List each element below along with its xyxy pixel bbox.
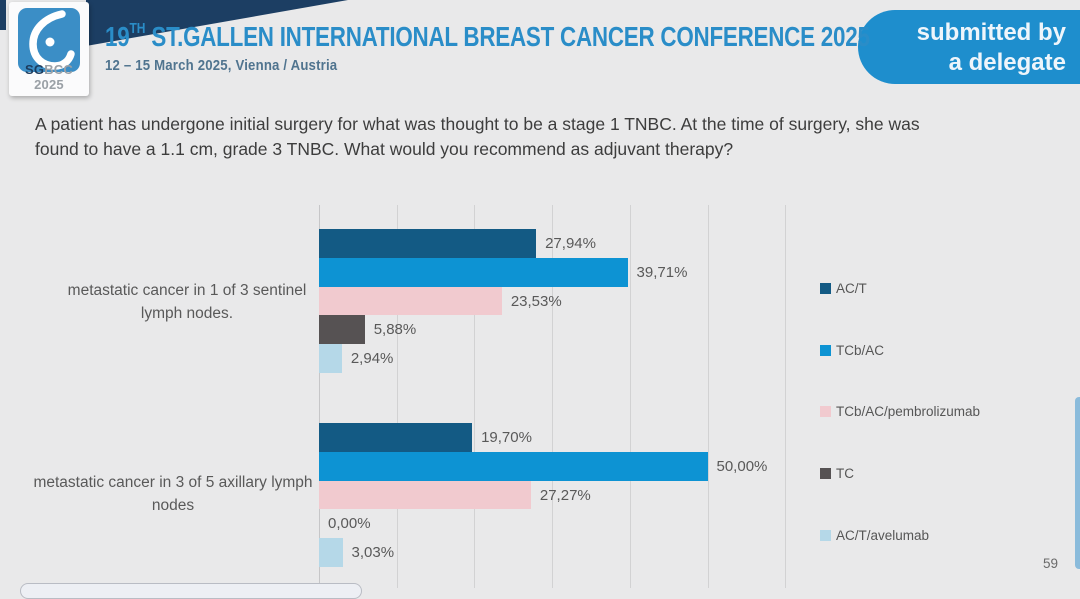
bar-tcb-ac-pembrolizumab — [319, 480, 531, 510]
bar-ac-t — [319, 423, 473, 452]
y-axis-line — [319, 205, 320, 588]
bar-ac-t-avelumab — [319, 344, 342, 373]
bar-value-label: 23,53% — [510, 292, 562, 310]
bar-value-label: 0,00% — [328, 515, 371, 533]
legend-swatch — [820, 530, 831, 541]
title-prefix: 19 — [105, 21, 130, 52]
gridline — [396, 205, 398, 588]
bar-value-label: 27,27% — [539, 486, 591, 504]
bar-value-label: 19,70% — [481, 428, 532, 446]
badge-line2: a delegate — [948, 49, 1066, 76]
gridline — [552, 205, 554, 588]
legend-label: AC/T — [836, 281, 867, 296]
bar-value-label: 5,88% — [373, 321, 417, 339]
logo-text-bcc: BCC 2025 — [34, 62, 73, 92]
legend-swatch — [820, 468, 831, 479]
category-label: metastatic cancer in 1 of 3 sentinel lym… — [67, 282, 307, 322]
bar-tcb-ac-pembrolizumab — [319, 286, 502, 316]
page-number: 59 — [1042, 556, 1058, 571]
legend-swatch — [820, 283, 831, 294]
legend-label: AC/T/avelumab — [836, 528, 930, 543]
title-superscript: TH — [129, 20, 146, 37]
logo-text-sg: SG — [25, 62, 45, 77]
conference-title-block: 19TH ST.GALLEN INTERNATIONAL BREAST CANC… — [105, 20, 1080, 75]
navy-ribbon-left-edge — [0, 0, 6, 30]
legend-item: AC/T/avelumab — [820, 528, 929, 543]
title-rest: ST.GALLEN INTERNATIONAL BREAST CANCER CO… — [145, 21, 870, 52]
legend-item: AC/T — [820, 281, 867, 296]
breast-glyph-icon — [29, 10, 75, 70]
bar-ac-t-avelumab — [319, 538, 343, 567]
legend-label: TCb/AC — [836, 343, 885, 358]
bar-value-label: 27,94% — [545, 234, 596, 252]
bar-value-label: 39,71% — [636, 263, 688, 281]
gridline — [474, 205, 476, 588]
gridline — [629, 205, 631, 588]
legend-label: TC — [836, 466, 854, 481]
badge-line1: submitted by — [916, 19, 1066, 46]
legend-item: TCb/AC/pembrolizumab — [820, 404, 980, 419]
legend-item: TC — [820, 466, 854, 481]
legend-swatch — [820, 345, 831, 356]
submitted-by-badge: submitted by a delegate — [858, 10, 1080, 84]
gridline — [785, 205, 787, 588]
gridline — [707, 205, 709, 588]
bar-tcb-ac — [319, 451, 708, 481]
bar-value-label: 2,94% — [350, 350, 394, 368]
sgbcc-logo-icon — [18, 8, 80, 72]
bar-value-label: 3,03% — [351, 544, 395, 562]
sgbcc-logo-card: SGBCC 2025 — [9, 2, 89, 96]
bottom-left-card-edge — [20, 583, 362, 599]
question-text: A patient has undergone initial surgery … — [35, 114, 920, 159]
bar-ac-t — [319, 229, 537, 258]
legend-item: TCb/AC — [820, 343, 884, 358]
bar-tcb-ac — [319, 257, 628, 287]
legend-label: TCb/AC/pembrolizumab — [836, 404, 981, 419]
conference-dates: 12 – 15 March 2025, Vienna / Austria — [105, 57, 338, 74]
legend-swatch — [820, 406, 831, 417]
sgbcc-logo-caption: SGBCC 2025 — [9, 62, 89, 92]
bar-value-label: 50,00% — [716, 457, 768, 475]
right-edge-card-sliver — [1075, 397, 1080, 569]
conference-title: 19TH ST.GALLEN INTERNATIONAL BREAST CANC… — [105, 20, 870, 53]
bar-tc — [319, 315, 365, 345]
category-label: metastatic cancer in 3 of 5 axillary lym… — [33, 474, 313, 514]
